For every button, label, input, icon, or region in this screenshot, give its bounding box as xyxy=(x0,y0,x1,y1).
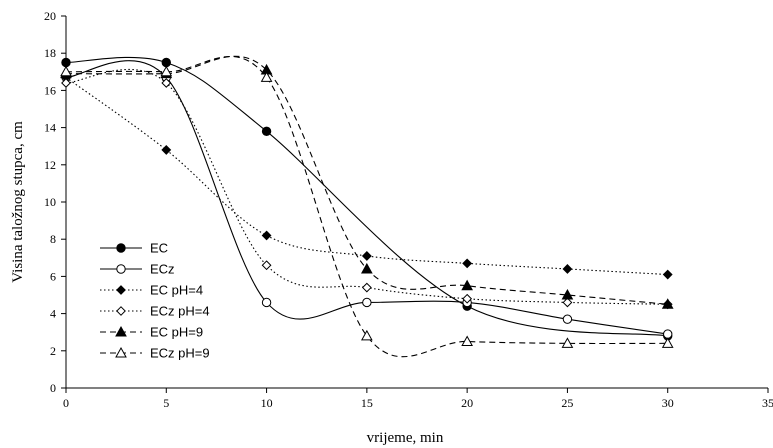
legend-label: ECz pH=9 xyxy=(150,346,210,361)
legend-label: ECz pH=4 xyxy=(150,304,210,319)
y-tick-label: 16 xyxy=(44,83,56,97)
data-point xyxy=(161,78,172,88)
data-point xyxy=(662,269,673,280)
x-tick-label: 10 xyxy=(261,396,273,410)
data-point xyxy=(161,145,172,155)
data-point xyxy=(562,314,573,324)
y-tick-label: 20 xyxy=(44,9,56,23)
data-point xyxy=(461,335,473,346)
x-tick-label: 15 xyxy=(361,396,373,410)
legend-label: ECz xyxy=(150,262,175,277)
data-point xyxy=(160,65,173,77)
data-point xyxy=(261,297,272,308)
data-point xyxy=(462,293,473,304)
legend-item: ECz pH=9 xyxy=(100,346,210,361)
x-tick-label: 30 xyxy=(662,396,674,410)
data-point xyxy=(461,279,473,291)
legend-label: EC pH=4 xyxy=(150,283,203,298)
data-point xyxy=(60,65,72,77)
data-point xyxy=(562,297,573,308)
data-point xyxy=(661,298,674,309)
y-tick-label: 8 xyxy=(50,232,56,246)
legend-item: EC xyxy=(100,241,168,256)
y-tick-label: 10 xyxy=(44,195,56,209)
data-point xyxy=(462,258,473,269)
data-point xyxy=(362,297,372,308)
data-point xyxy=(361,251,372,261)
data-point xyxy=(663,329,673,339)
y-tick-label: 2 xyxy=(50,344,56,358)
y-tick-label: 18 xyxy=(44,46,56,60)
data-point xyxy=(361,262,373,274)
x-axis-title: vrijeme, min xyxy=(367,430,444,446)
axes: 0 2 4 6 8 10 12 14 16 18 20 0 5 10 15 20 25 30 35 xyxy=(44,9,773,410)
series-ecz-ph-9 xyxy=(60,56,674,358)
legend-marker xyxy=(116,285,126,295)
legend-marker xyxy=(116,306,126,316)
legend-item: ECz xyxy=(100,262,175,277)
plot-area xyxy=(60,55,674,358)
legend-marker xyxy=(116,264,126,274)
data-point xyxy=(261,260,272,271)
y-tick-label: 14 xyxy=(44,121,56,135)
data-point xyxy=(61,78,71,88)
y-tick-label: 12 xyxy=(44,158,56,172)
data-point xyxy=(261,230,272,241)
x-tick-label: 25 xyxy=(561,396,573,410)
data-point xyxy=(361,329,373,341)
data-point xyxy=(561,288,574,300)
y-axis-title: Visina taložnog stupca, cm xyxy=(10,121,26,283)
legend-marker xyxy=(116,243,126,253)
x-tick-label: 20 xyxy=(461,396,473,410)
legend-item: EC pH=9 xyxy=(100,325,203,340)
data-point xyxy=(562,264,573,274)
data-point xyxy=(661,337,674,348)
x-tick-label: 35 xyxy=(762,396,773,410)
data-point xyxy=(260,71,273,82)
series-ec xyxy=(61,56,673,341)
y-tick-label: 0 xyxy=(50,381,56,395)
x-tick-label: 0 xyxy=(63,396,69,410)
data-point xyxy=(561,337,574,348)
series-ec-ph-4 xyxy=(61,72,673,280)
legend-label: EC pH=9 xyxy=(150,325,203,340)
data-point xyxy=(61,57,71,68)
series-line xyxy=(65,56,668,337)
legend-item: EC pH=4 xyxy=(100,283,203,298)
legend-marker xyxy=(115,346,127,358)
legend-marker xyxy=(115,325,127,337)
y-tick-label: 4 xyxy=(50,307,56,321)
legend-label: EC xyxy=(150,241,168,256)
data-point xyxy=(361,282,372,293)
x-tick-label: 5 xyxy=(163,396,169,410)
y-tick-label: 6 xyxy=(50,269,56,283)
data-point xyxy=(261,126,272,137)
data-point xyxy=(161,57,171,68)
legend: EC ECz EC pH=4 ECz pH=4 EC pH=9 ECz pH=9 xyxy=(100,241,210,361)
legend-item: ECz pH=4 xyxy=(100,304,210,319)
series-ecz-ph-4 xyxy=(61,68,673,310)
